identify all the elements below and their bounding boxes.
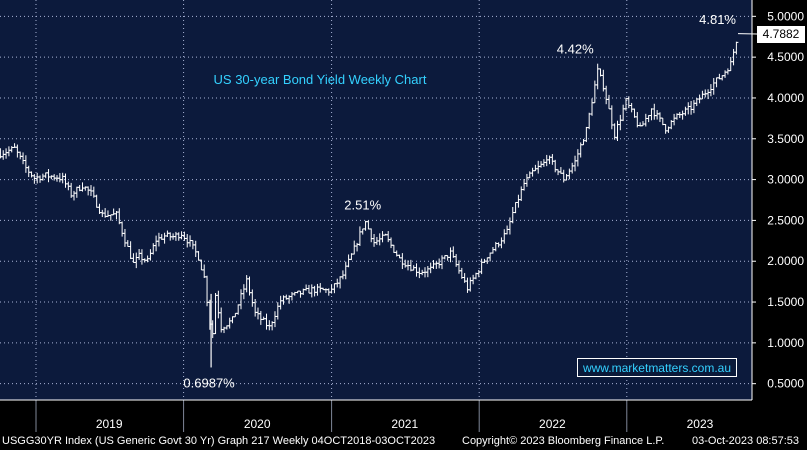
x-tick-label: 2023	[687, 417, 714, 431]
chart-title: US 30-year Bond Yield Weekly Chart	[214, 72, 427, 87]
annotation-label: 2.51%	[344, 198, 381, 213]
y-tick-label: 2.5000	[767, 213, 804, 227]
price-bars	[0, 41, 739, 368]
y-tick-label: 3.0000	[767, 173, 804, 187]
annotation-label: 0.6987%	[183, 375, 235, 390]
y-tick-label: 4.0000	[767, 91, 804, 105]
footer-copyright: Copyright© 2023 Bloomberg Finance L.P.	[462, 435, 665, 447]
x-tick-label: 2019	[96, 417, 123, 431]
y-axis: 0.5000 1.0000 1.5000 2.0000 2.5000 3.0000 3.50…	[751, 0, 804, 400]
footer-timestamp: 03-Oct-2023 08:57:53	[692, 435, 800, 447]
axis-background	[752, 0, 807, 432]
annotation-label: 4.42%	[557, 42, 594, 57]
y-tick-label: 2.0000	[767, 254, 804, 268]
y-tick-label: 1.0000	[767, 336, 804, 350]
x-tick-label: 2020	[244, 417, 271, 431]
annotations: 4.81% 4.42% 2.51% 0.6987%	[183, 12, 758, 390]
y-tick-label: 0.5000	[767, 377, 804, 391]
last-value-label: 4.7882	[757, 26, 805, 43]
y-tick-label: 1.5000	[767, 295, 804, 309]
x-tick-label: 2021	[391, 417, 418, 431]
y-tick-label: 4.5000	[767, 50, 804, 64]
footer-security: USGG30YR Index (US Generic Govt 30 Yr) G…	[2, 435, 436, 447]
weekly-bar	[734, 41, 739, 55]
grid-lines	[0, 0, 752, 400]
y-tick-label: 5.0000	[767, 9, 804, 23]
annotation-label: 4.81%	[699, 12, 736, 27]
watermark: www.marketmatters.com.au	[577, 358, 737, 377]
footer: USGG30YR Index (US Generic Govt 30 Yr) G…	[0, 432, 807, 450]
x-tick-label: 2022	[539, 417, 566, 431]
x-axis: 2019 2020 2021 2022 2023	[0, 399, 752, 432]
y-tick-label: 3.5000	[767, 132, 804, 146]
